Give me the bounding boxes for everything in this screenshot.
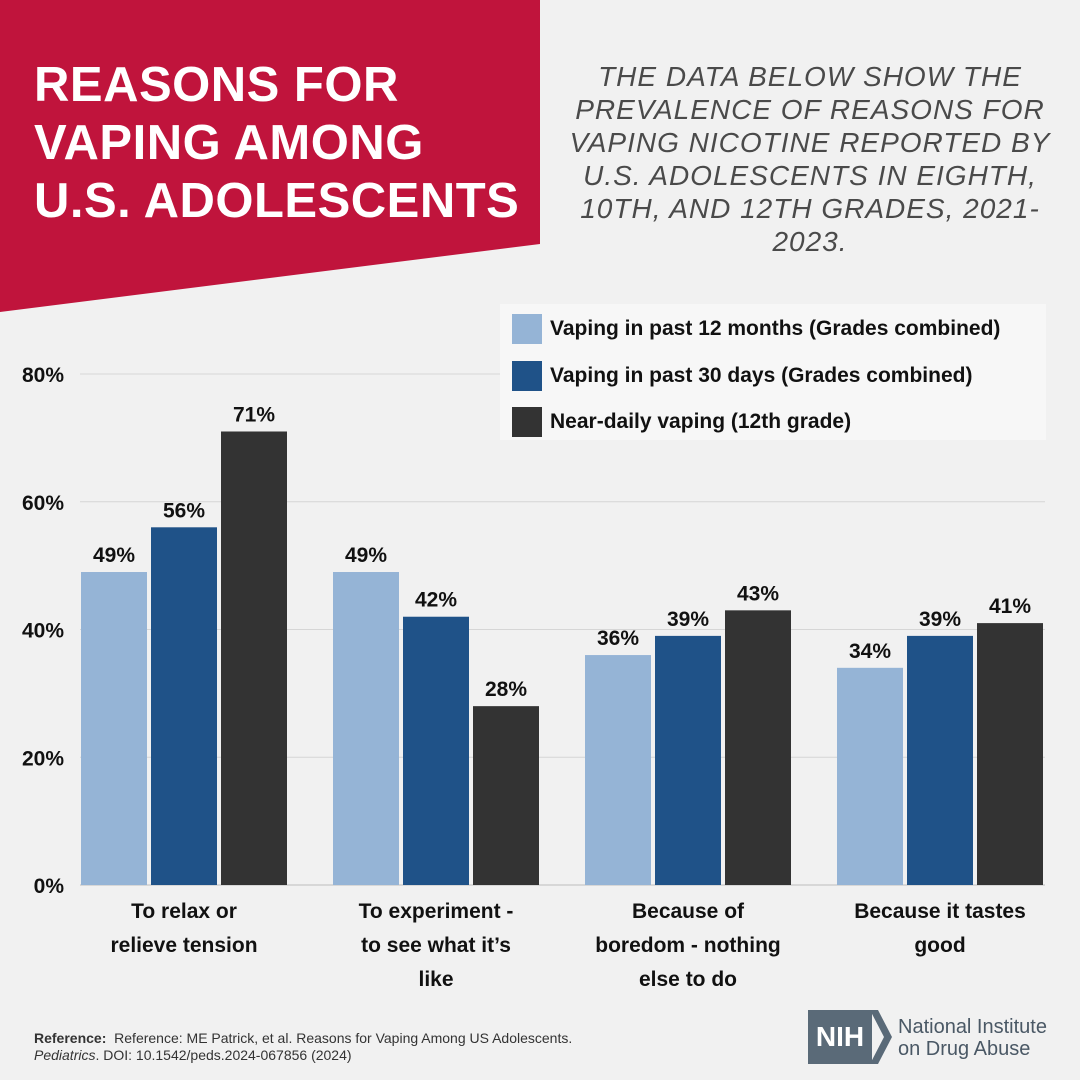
bar-value-label: 71%	[233, 403, 275, 426]
nih-logo: NIH National Institute on Drug Abuse	[808, 1010, 1058, 1066]
legend-label-past-30-days: Vaping in past 30 days (Grades combined)	[550, 364, 973, 387]
bar-value-label: 34%	[849, 640, 891, 663]
bar	[725, 610, 791, 885]
legend-label-past-12-months: Vaping in past 12 months (Grades combine…	[550, 317, 1001, 340]
x-category-label: To experiment -	[359, 900, 514, 923]
org-name-line1: National Institute	[898, 1016, 1047, 1038]
bar-value-label: 36%	[597, 627, 639, 650]
nih-logo-chevron-icon	[870, 1010, 892, 1064]
legend-item-past-30-days: Vaping in past 30 days (Grades combined)	[512, 358, 972, 394]
bar-value-label: 39%	[919, 608, 961, 631]
bar-value-label: 49%	[93, 544, 135, 567]
bar	[333, 572, 399, 885]
bar-value-label: 39%	[667, 608, 709, 631]
legend-swatch-near-daily	[512, 407, 542, 437]
bar	[655, 635, 721, 885]
nih-logo-box: NIH	[808, 1010, 872, 1064]
y-tick-label: 60%	[22, 492, 64, 515]
reference-note: Reference: Reference: ME Patrick, et al.…	[34, 1030, 754, 1064]
bar	[977, 623, 1043, 885]
y-tick-label: 40%	[22, 620, 64, 643]
x-category-label: to see what it’s	[361, 934, 511, 957]
x-category-label: relieve tension	[110, 934, 257, 957]
x-category-label: To relax or	[131, 900, 237, 923]
title-banner	[0, 0, 540, 312]
bar	[585, 655, 651, 885]
y-tick-label: 0%	[34, 875, 65, 898]
chart-legend	[500, 304, 1046, 440]
page-title: REASONS FOR VAPING AMONG U.S. ADOLESCENT…	[34, 58, 520, 228]
bar-value-label: 56%	[163, 499, 205, 522]
bar	[151, 527, 217, 885]
reference-label: Reference:	[34, 1030, 107, 1046]
legend-swatch-past-30-days	[512, 361, 542, 391]
chart-subtitle: THE DATA BELOW SHOW THE PREVALENCE OF RE…	[569, 61, 1051, 257]
bar-value-label: 42%	[415, 589, 457, 612]
bar	[403, 616, 469, 885]
bar	[473, 706, 539, 885]
legend-item-near-daily: Near-daily vaping (12th grade)	[512, 404, 851, 440]
bar	[221, 431, 287, 885]
bar	[81, 572, 147, 885]
reference-doi: . DOI: 10.1542/peds.2024-067856 (2024)	[95, 1047, 352, 1063]
x-category-label: good	[914, 934, 965, 957]
bar-value-label: 28%	[485, 678, 527, 701]
legend-item-past-12-months: Vaping in past 12 months (Grades combine…	[512, 311, 1000, 347]
bar-value-label: 41%	[989, 595, 1031, 618]
x-category-label: boredom - nothing	[595, 934, 780, 957]
reference-journal: Pediatrics	[34, 1047, 96, 1063]
x-category-label: like	[418, 968, 453, 991]
org-name-line2: on Drug Abuse	[898, 1038, 1031, 1060]
bar-value-label: 43%	[737, 582, 779, 605]
x-category-label: else to do	[639, 968, 737, 991]
x-category-label: Because of	[632, 900, 745, 923]
y-tick-label: 80%	[22, 364, 64, 387]
bar	[907, 635, 973, 885]
y-tick-label: 20%	[22, 747, 64, 770]
bar	[837, 667, 903, 885]
bar-value-label: 49%	[345, 544, 387, 567]
x-category-label: Because it tastes	[854, 900, 1026, 923]
reference-text: Reference: ME Patrick, et al. Reasons fo…	[114, 1030, 573, 1046]
legend-swatch-past-12-months	[512, 314, 542, 344]
legend-label-near-daily: Near-daily vaping (12th grade)	[550, 410, 852, 433]
